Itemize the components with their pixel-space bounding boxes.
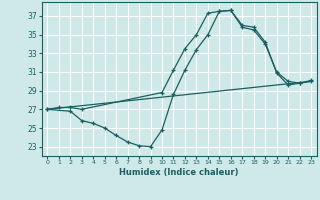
X-axis label: Humidex (Indice chaleur): Humidex (Indice chaleur) xyxy=(119,168,239,177)
